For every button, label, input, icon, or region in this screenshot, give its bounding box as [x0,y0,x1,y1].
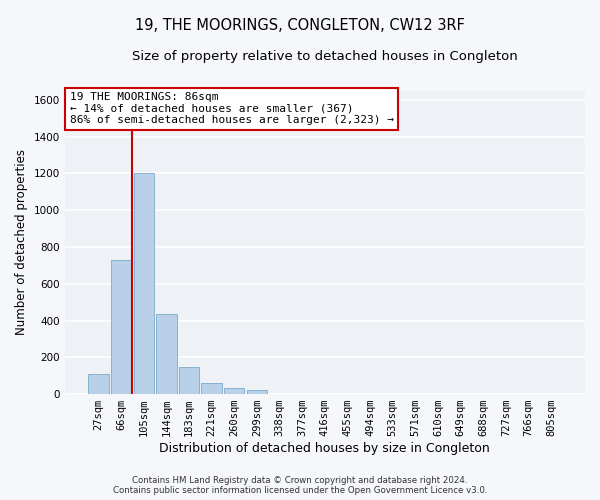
Bar [134,174,154,394]
Bar [202,383,222,394]
Text: Contains HM Land Registry data © Crown copyright and database right 2024.
Contai: Contains HM Land Registry data © Crown c… [113,476,487,495]
Text: 19, THE MOORINGS, CONGLETON, CW12 3RF: 19, THE MOORINGS, CONGLETON, CW12 3RF [135,18,465,32]
X-axis label: Distribution of detached houses by size in Congleton: Distribution of detached houses by size … [160,442,490,455]
Bar [111,260,131,394]
Bar [156,314,176,394]
Bar [179,367,199,394]
Title: Size of property relative to detached houses in Congleton: Size of property relative to detached ho… [132,50,518,63]
Bar [224,388,244,394]
Bar [88,374,109,394]
Text: 19 THE MOORINGS: 86sqm
← 14% of detached houses are smaller (367)
86% of semi-de: 19 THE MOORINGS: 86sqm ← 14% of detached… [70,92,394,126]
Y-axis label: Number of detached properties: Number of detached properties [15,150,28,336]
Bar [247,390,267,394]
